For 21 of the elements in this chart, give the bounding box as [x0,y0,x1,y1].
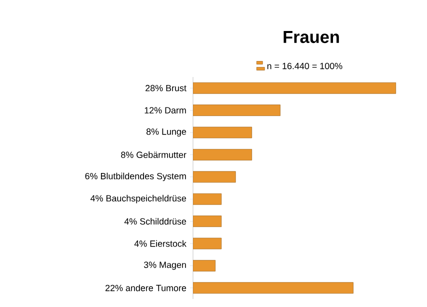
y-tick-label: 28% Brust [146,84,186,92]
bar [193,282,354,294]
y-tick-label: 6% Blutbildendes System [85,172,186,182]
bar [193,126,252,138]
y-tick-label: 4% Eierstock [134,240,186,247]
bar [193,82,396,94]
bar [193,216,222,227]
chart-title: Frauen [284,31,339,44]
bar [193,193,222,205]
bar [193,260,216,272]
legend-label: n = 16.440 = 100% [267,62,342,70]
bar [193,104,280,116]
y-tick-label: 3% Magen [144,262,186,270]
y-tick-label: 8% Gebärmutter [121,151,186,158]
y-tick-label: 22% andere Tumore [106,284,186,292]
y-tick-label: 8% Lunge [146,128,186,137]
y-tick-label: 4% Schilddrüse [124,218,186,225]
y-tick-label: 12% Darm [144,107,186,114]
bar [193,171,236,183]
bar [193,148,252,160]
y-tick-label: 4% Bauchspeicheldrüse [90,194,186,204]
